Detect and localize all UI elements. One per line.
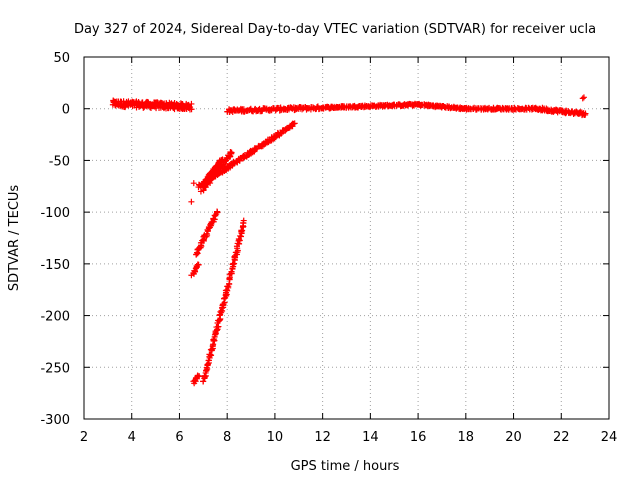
x-tick-label: 16 bbox=[410, 430, 427, 445]
data-point bbox=[582, 111, 589, 118]
x-tick-label: 14 bbox=[362, 430, 379, 445]
y-tick-label: -200 bbox=[40, 310, 70, 325]
data-point bbox=[291, 120, 298, 127]
data-point bbox=[240, 217, 247, 224]
y-tick-label: -250 bbox=[40, 361, 70, 376]
data-point bbox=[211, 336, 218, 343]
x-tick-label: 22 bbox=[553, 430, 570, 445]
x-tick-label: 4 bbox=[128, 430, 136, 445]
x-tick-label: 12 bbox=[314, 430, 331, 445]
data-point bbox=[210, 336, 217, 343]
data-point bbox=[200, 378, 207, 385]
data-point bbox=[580, 94, 587, 101]
data-point bbox=[226, 274, 233, 281]
x-tick-label: 20 bbox=[505, 430, 522, 445]
x-tick-label: 24 bbox=[601, 430, 618, 445]
data-point bbox=[239, 227, 246, 234]
x-tick-label: 18 bbox=[458, 430, 475, 445]
x-tick-label: 10 bbox=[267, 430, 284, 445]
data-point bbox=[208, 346, 215, 353]
y-axis-label: SDTVAR / TECUs bbox=[7, 185, 22, 292]
data-point bbox=[215, 323, 222, 330]
data-point bbox=[204, 232, 211, 239]
y-tick-label: -50 bbox=[49, 154, 70, 169]
data-point bbox=[188, 100, 195, 107]
data-point bbox=[204, 361, 211, 368]
data-point bbox=[188, 106, 195, 113]
data-point bbox=[171, 106, 178, 113]
data-point bbox=[218, 157, 225, 164]
plot-frame bbox=[83, 56, 610, 420]
y-tick-label: -150 bbox=[40, 258, 70, 273]
y-tick-label: 0 bbox=[62, 103, 70, 118]
data-point bbox=[209, 342, 216, 349]
data-point bbox=[188, 272, 195, 279]
axis-ticks: 2 4 6 8 10 12 14 16 18 20 22 24500-50-100-150-200-2… bbox=[40, 51, 617, 445]
data-point bbox=[208, 222, 215, 229]
data-point bbox=[579, 95, 586, 102]
y-tick-label: -300 bbox=[40, 413, 70, 428]
grid bbox=[84, 57, 609, 419]
data-point bbox=[232, 254, 239, 261]
x-axis-label: GPS time / hours bbox=[291, 459, 400, 474]
data-point bbox=[240, 152, 247, 159]
data-point bbox=[208, 352, 215, 359]
data-point bbox=[228, 149, 235, 156]
x-tick-label: 6 bbox=[175, 430, 183, 445]
data-point bbox=[190, 180, 197, 187]
chart-title: Day 327 of 2024, Sidereal Day-to-day VTE… bbox=[74, 22, 596, 37]
data-point bbox=[207, 351, 214, 358]
data-point bbox=[214, 208, 221, 215]
data-point bbox=[195, 261, 202, 268]
data-point bbox=[219, 156, 226, 163]
y-tick-label: -100 bbox=[40, 206, 70, 221]
x-tick-label: 8 bbox=[223, 430, 231, 445]
x-tick-label: 2 bbox=[80, 430, 88, 445]
data-points bbox=[109, 94, 589, 387]
data-point bbox=[188, 198, 195, 205]
y-tick-label: 50 bbox=[53, 51, 70, 66]
data-point bbox=[196, 373, 203, 380]
data-point bbox=[197, 188, 204, 195]
data-point bbox=[236, 237, 243, 244]
